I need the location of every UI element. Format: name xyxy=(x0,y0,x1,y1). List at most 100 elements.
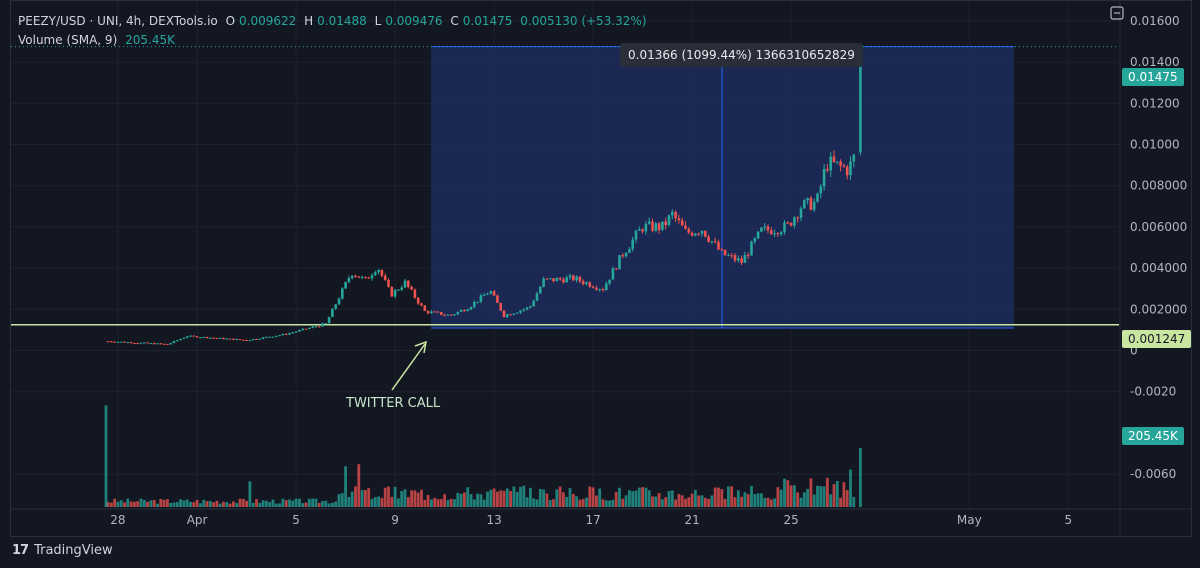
candle xyxy=(440,312,443,316)
volume-bar xyxy=(710,495,714,507)
candle xyxy=(687,227,691,235)
candle-body xyxy=(532,300,535,307)
candle xyxy=(172,340,176,344)
candle xyxy=(459,309,463,313)
volume-bar xyxy=(172,502,176,507)
volume-bar xyxy=(357,464,361,507)
candle xyxy=(522,308,526,312)
candle xyxy=(106,340,110,343)
candle-body xyxy=(740,258,743,263)
candle-body xyxy=(245,339,248,341)
candle-body xyxy=(327,317,331,324)
volume-bar xyxy=(637,487,641,507)
volume-bar xyxy=(192,502,196,507)
candle xyxy=(704,230,707,238)
candle-body xyxy=(410,286,413,290)
y-tick-label: -0.0020 xyxy=(1130,385,1176,399)
volume-bar xyxy=(387,486,390,507)
candle xyxy=(324,323,328,325)
volume-bar xyxy=(697,495,701,507)
candle xyxy=(644,221,648,235)
candle-body xyxy=(116,341,120,343)
candle-body xyxy=(350,275,354,279)
candle-body xyxy=(506,314,509,317)
candle-body xyxy=(842,165,846,167)
candle-body xyxy=(119,341,123,343)
candle-body xyxy=(631,239,634,249)
candle-body xyxy=(426,310,430,314)
candle-body xyxy=(314,326,318,328)
y-tick-label: 0.01000 xyxy=(1130,138,1180,152)
volume-bar xyxy=(298,498,301,507)
twitter-call-annotation: TWITTER CALL xyxy=(346,396,441,411)
candle xyxy=(852,153,856,168)
volume-bar xyxy=(769,499,773,507)
candle-body xyxy=(859,46,862,153)
candle xyxy=(139,342,143,344)
candle xyxy=(515,312,519,314)
volume-bar xyxy=(113,498,116,507)
volume-bar xyxy=(258,502,262,507)
candle-body xyxy=(242,339,245,341)
volume-bar xyxy=(169,502,173,507)
candle xyxy=(496,294,499,303)
candle-body xyxy=(189,335,192,337)
candle xyxy=(819,183,823,199)
volume-value: 205.45K xyxy=(125,33,175,47)
candle-body xyxy=(512,313,516,315)
candle-body xyxy=(723,249,727,256)
candle-body xyxy=(149,343,153,345)
volume-bar xyxy=(179,499,182,507)
candle-body xyxy=(677,218,681,221)
volume-bar xyxy=(690,493,694,507)
volume-bar xyxy=(317,502,321,507)
chart-legend-volume: Volume (SMA, 9) 205.45K xyxy=(18,33,179,47)
candle-body xyxy=(199,337,202,339)
candle xyxy=(185,335,189,339)
volume-bar xyxy=(786,480,790,507)
candle xyxy=(423,304,427,312)
candle-body xyxy=(202,336,205,338)
candle xyxy=(403,278,407,289)
candle xyxy=(806,197,809,205)
volume-bar xyxy=(463,492,466,507)
candle xyxy=(766,224,770,234)
high-value: 0.01488 xyxy=(317,14,367,28)
candle xyxy=(350,275,354,280)
volume-bar xyxy=(740,496,743,507)
candle xyxy=(783,220,786,235)
candle-body xyxy=(341,288,344,299)
candle-body xyxy=(529,306,532,308)
candle xyxy=(189,335,192,337)
candle xyxy=(786,221,790,225)
candle-body xyxy=(176,340,179,342)
candle-body xyxy=(486,293,489,295)
candle-body xyxy=(492,291,496,296)
candle xyxy=(548,278,552,280)
open-value: 0.009622 xyxy=(239,14,297,28)
settings-gear-icon[interactable] xyxy=(1110,6,1124,20)
candle xyxy=(436,311,440,313)
candle xyxy=(614,267,618,271)
candle-body xyxy=(654,223,658,231)
y-tick-label: 0 xyxy=(1130,344,1138,358)
candle-body xyxy=(634,230,638,240)
volume-bar xyxy=(766,497,770,507)
candle xyxy=(829,152,832,177)
candle-body xyxy=(704,230,707,237)
candle xyxy=(218,337,222,339)
candle xyxy=(136,342,139,345)
volume-bar xyxy=(700,495,704,507)
candle-body xyxy=(466,309,469,312)
volume-bar xyxy=(294,498,298,507)
volume-bar xyxy=(433,497,437,507)
candle xyxy=(740,255,743,266)
candle xyxy=(387,278,390,288)
candle xyxy=(479,293,483,304)
candle xyxy=(235,338,238,341)
volume-bars xyxy=(104,405,862,507)
candle-body xyxy=(423,305,427,311)
y-tick-label: 0.01400 xyxy=(1130,55,1180,69)
volume-bar xyxy=(743,492,747,507)
